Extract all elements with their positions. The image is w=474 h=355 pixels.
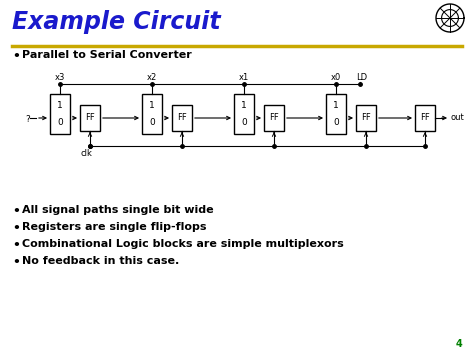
Text: FF: FF: [269, 114, 279, 122]
Text: 1: 1: [57, 101, 63, 110]
Text: 0: 0: [333, 118, 339, 127]
Text: 1: 1: [149, 101, 155, 110]
Bar: [172, 105, 192, 131]
Text: 0: 0: [149, 118, 155, 127]
Text: 0: 0: [241, 118, 247, 127]
Text: x0: x0: [331, 73, 341, 82]
Text: No feedback in this case.: No feedback in this case.: [22, 256, 179, 266]
Text: LD: LD: [356, 73, 367, 82]
Bar: [326, 94, 346, 134]
Text: •: •: [12, 50, 20, 63]
Text: FF: FF: [177, 114, 187, 122]
Text: All signal paths single bit wide: All signal paths single bit wide: [22, 205, 214, 215]
Bar: [234, 94, 254, 134]
Text: •: •: [12, 222, 20, 235]
Text: FF: FF: [420, 114, 430, 122]
Bar: [80, 105, 100, 131]
Bar: [264, 105, 284, 131]
Bar: [356, 105, 376, 131]
Text: FF: FF: [361, 114, 371, 122]
Text: Registers are single flip-flops: Registers are single flip-flops: [22, 222, 207, 232]
Text: Combinational Logic blocks are simple multiplexors: Combinational Logic blocks are simple mu…: [22, 239, 344, 249]
Text: ?: ?: [26, 115, 30, 124]
Text: 1: 1: [241, 101, 247, 110]
Text: •: •: [12, 239, 20, 252]
Text: x2: x2: [147, 73, 157, 82]
Text: 1: 1: [333, 101, 339, 110]
Text: •: •: [12, 256, 20, 269]
Text: •: •: [12, 205, 20, 218]
Text: FF: FF: [85, 114, 95, 122]
Bar: [50, 94, 70, 134]
Text: out: out: [451, 114, 465, 122]
Text: 0: 0: [57, 118, 63, 127]
Bar: [415, 105, 435, 131]
Text: x1: x1: [239, 73, 249, 82]
Text: 4: 4: [455, 339, 462, 349]
Text: x3: x3: [55, 73, 65, 82]
Bar: [142, 94, 162, 134]
Text: Parallel to Serial Converter: Parallel to Serial Converter: [22, 50, 192, 60]
Text: clk: clk: [80, 148, 92, 158]
Text: Example Circuit: Example Circuit: [12, 10, 220, 34]
